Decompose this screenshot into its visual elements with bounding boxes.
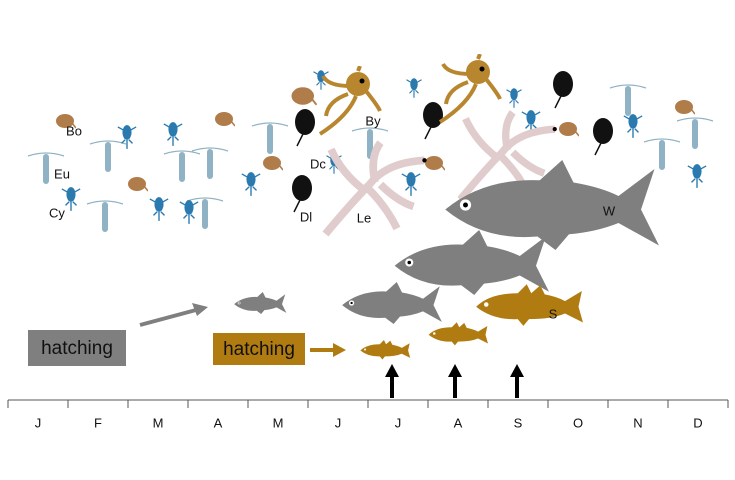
month-label: F — [94, 415, 102, 430]
organism-label: Cy — [49, 205, 65, 220]
month-label: O — [573, 415, 583, 430]
month-label: A — [214, 415, 223, 430]
month-label: J — [335, 415, 342, 430]
month-label: M — [273, 415, 284, 430]
organism-label: Dl — [300, 209, 312, 224]
organism-label: Dc — [310, 156, 326, 171]
organism-label: W — [603, 203, 616, 218]
arrows — [139, 303, 524, 398]
organism-label: S — [549, 306, 558, 321]
month-label: J — [35, 415, 42, 430]
month-label: S — [514, 415, 523, 430]
month-label: A — [454, 415, 463, 430]
organism-label: By — [365, 113, 381, 128]
organism-label: Le — [357, 210, 371, 225]
hatching-label: hatching — [223, 339, 295, 360]
hatching-box — [213, 333, 305, 365]
hatching-box — [28, 330, 126, 366]
month-label: N — [633, 415, 642, 430]
month-label: D — [693, 415, 702, 430]
hatching-label: hatching — [41, 338, 113, 359]
month-label: J — [395, 415, 402, 430]
month-label: M — [153, 415, 164, 430]
organism-label: Eu — [54, 166, 70, 181]
organism-label: Bo — [66, 123, 82, 138]
